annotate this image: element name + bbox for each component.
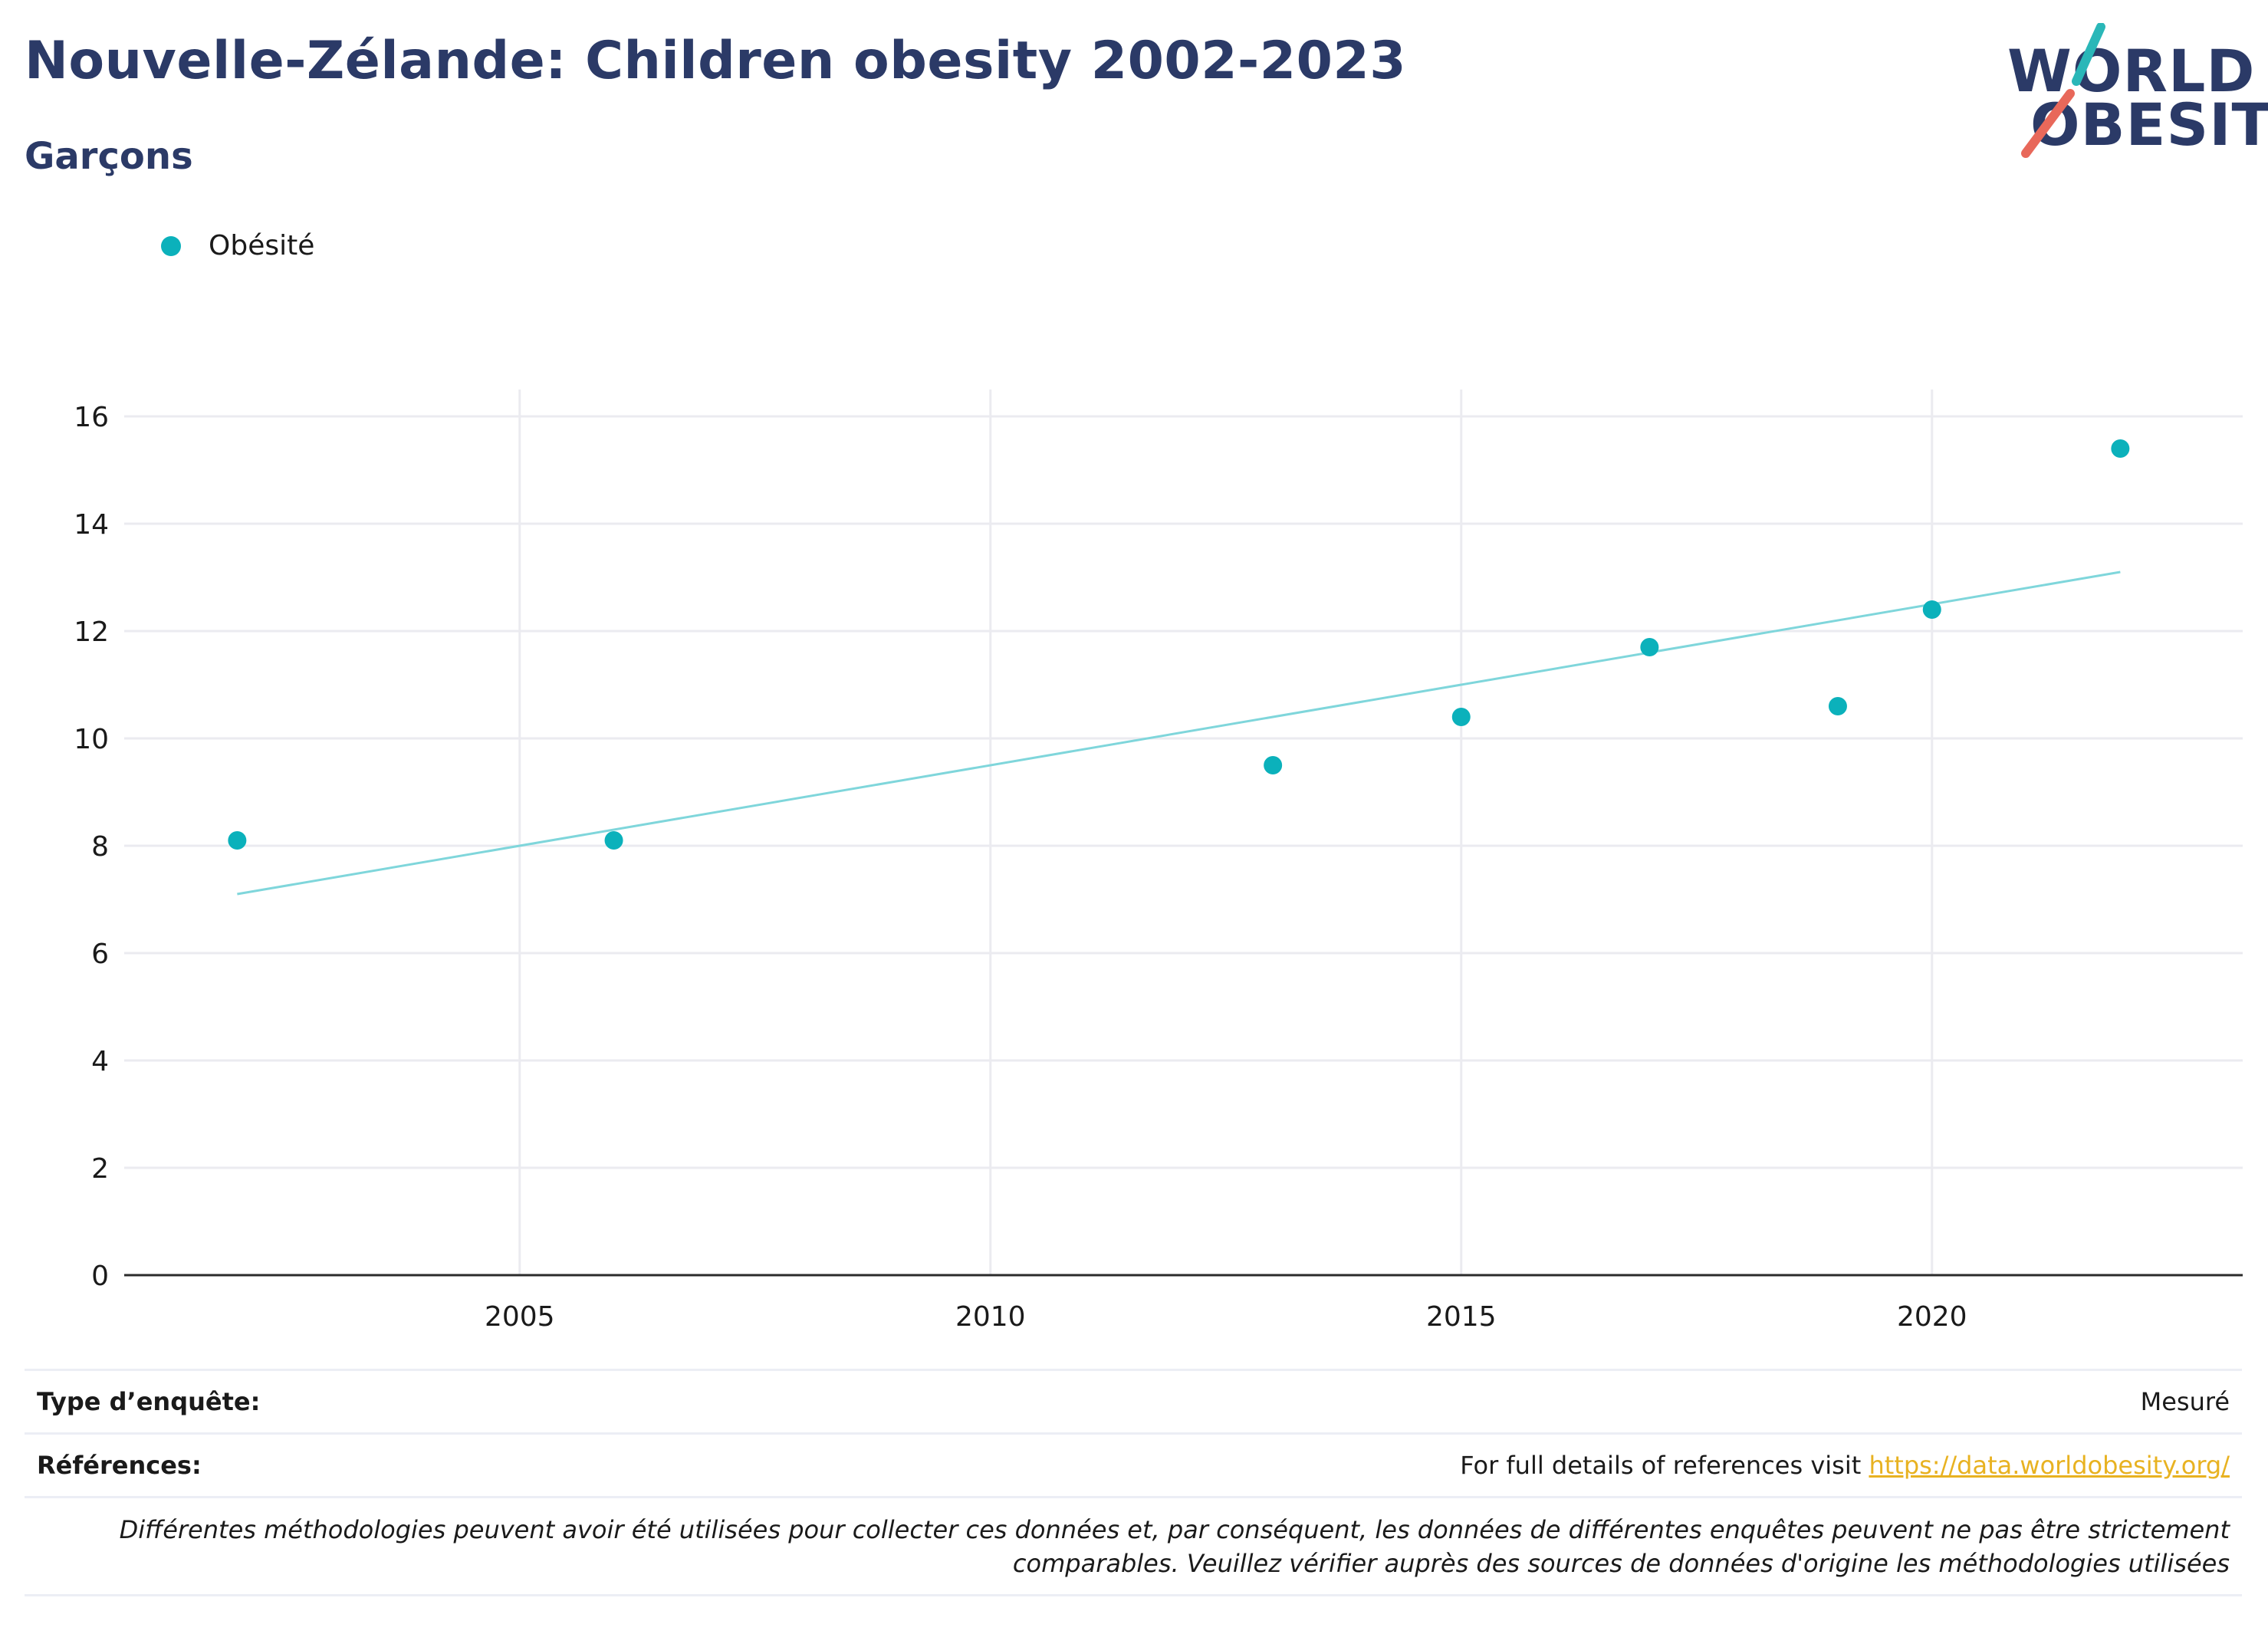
y-tick-label: 8	[91, 831, 109, 863]
note-line-1: Différentes méthodologies peuvent avoir …	[119, 1514, 2230, 1544]
scatter-chart: 0 2 4 6 8 10 12 14 16 2005 2010 2015 2020	[74, 390, 2243, 1333]
x-tick-label: 2020	[1897, 1301, 1967, 1333]
y-tick-label: 4	[91, 1046, 109, 1077]
legend-label-obesite: Obésité	[209, 230, 315, 261]
y-axis-ticks: 0 2 4 6 8 10 12 14 16	[74, 402, 109, 1292]
trendline	[237, 570, 2121, 896]
chart-footer: Type d’enquête: Mesuré Références: For f…	[25, 1369, 2242, 1596]
y-tick-label: 16	[74, 402, 109, 433]
data-point-2017[interactable]	[1640, 638, 1659, 656]
data-points	[228, 439, 2130, 850]
y-tick-label: 0	[91, 1261, 109, 1292]
x-tick-label: 2005	[485, 1301, 555, 1333]
data-point-2019[interactable]	[1828, 697, 1847, 715]
y-tick-label: 14	[74, 509, 109, 541]
data-point-2006[interactable]	[604, 831, 623, 850]
world-obesity-logo: WORLD OBESITY	[1994, 23, 2268, 161]
data-point-2022[interactable]	[2111, 439, 2130, 458]
references-label: Références:	[37, 1451, 202, 1480]
legend[interactable]: Obésité	[161, 230, 314, 261]
y-tick-label: 12	[74, 616, 109, 648]
survey-type-value: Mesuré	[2140, 1387, 2230, 1416]
y-tick-label: 10	[74, 724, 109, 755]
logo-slash-icon	[2021, 23, 2105, 158]
data-point-2015[interactable]	[1451, 708, 1471, 726]
x-axis-ticks: 2005 2010 2015 2020	[485, 1301, 1967, 1333]
y-tick-label: 6	[91, 939, 109, 970]
data-point-2013[interactable]	[1264, 756, 1283, 774]
chart-subtitle: Garçons	[25, 135, 193, 178]
note-line-2: comparables. Veuillez vérifier auprès de…	[1012, 1548, 2230, 1578]
survey-type-row: Type d’enquête: Mesuré	[25, 1369, 2242, 1432]
data-point-2002[interactable]	[228, 831, 247, 850]
logo-text-obesity: OBESITY	[2030, 90, 2268, 159]
y-tick-label: 2	[91, 1153, 109, 1185]
chart-title: Nouvelle-Zélande: Children obesity 2002-…	[25, 31, 1407, 91]
x-tick-label: 2010	[955, 1301, 1026, 1333]
logo-text-world: WORLD	[2007, 37, 2256, 105]
survey-type-label: Type d’enquête:	[37, 1387, 261, 1416]
references-value: For full details of references visit htt…	[1460, 1451, 2230, 1480]
references-text: For full details of references visit	[1460, 1451, 1869, 1480]
x-tick-label: 2015	[1426, 1301, 1497, 1333]
references-row: Références: For full details of referenc…	[25, 1432, 2242, 1496]
legend-dot-obesite	[161, 235, 181, 256]
chart-grid	[124, 390, 2243, 1275]
references-link[interactable]: https://data.worldobesity.org/	[1869, 1451, 2230, 1480]
data-point-2020[interactable]	[1922, 600, 1941, 619]
methodology-note: Différentes méthodologies peuvent avoir …	[25, 1496, 2242, 1596]
